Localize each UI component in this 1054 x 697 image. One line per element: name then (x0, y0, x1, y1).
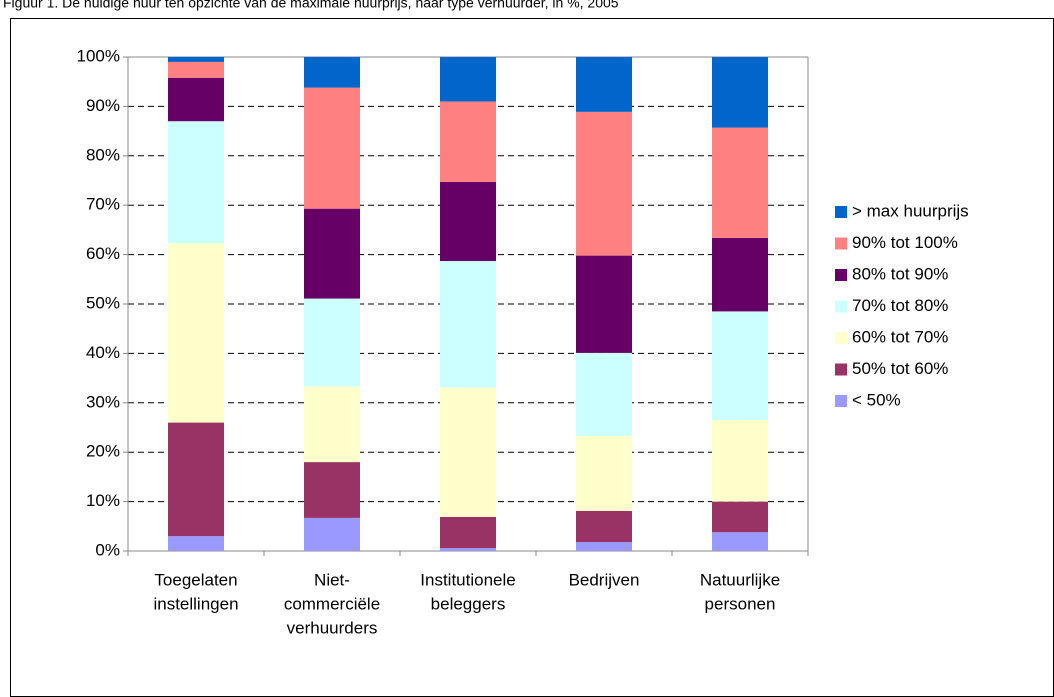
x-tick-label: Niet- (314, 570, 350, 589)
bar-segment (304, 57, 360, 88)
legend-swatch (835, 269, 847, 281)
legend-label: 70% tot 80% (852, 296, 948, 315)
bar-segment (576, 352, 632, 436)
legend-label: 60% tot 70% (852, 327, 948, 346)
bar-segment (440, 516, 496, 549)
bar-segment (440, 261, 496, 388)
y-tick-label: 70% (86, 195, 120, 214)
y-tick-label: 100% (77, 46, 120, 65)
bar-segment (168, 121, 224, 244)
chart-title: Figuur 1. De huidige huur ten opzichte v… (3, 0, 619, 11)
bar-segment (712, 532, 768, 551)
y-tick-label: 60% (86, 244, 120, 263)
bar-segment (440, 387, 496, 517)
y-tick-label: 40% (86, 343, 120, 362)
x-tick-label: Institutionele (420, 570, 515, 589)
bar-segment (440, 181, 496, 262)
bar-segment (168, 57, 224, 62)
bar-segment (576, 510, 632, 543)
bar-segment (712, 311, 768, 421)
bar-segment (712, 127, 768, 238)
bar-segment (168, 61, 224, 78)
legend-swatch (835, 363, 847, 376)
legend-label: 80% tot 90% (852, 264, 948, 283)
bar-segment (576, 111, 632, 256)
y-tick-label: 20% (86, 442, 120, 461)
bar-segment (304, 208, 360, 299)
x-tick-label: Natuurlijke (700, 570, 780, 589)
x-tick-label: personen (705, 594, 776, 613)
bar-segment (440, 548, 496, 551)
bar-segment (712, 57, 768, 128)
x-tick-label: Bedrijven (569, 570, 640, 589)
bar-segment (712, 420, 768, 502)
bar-segment (168, 77, 224, 122)
bar-segment (440, 57, 496, 102)
bar-segment (168, 422, 224, 537)
y-tick-label: 90% (86, 96, 120, 115)
bar-segment (576, 435, 632, 511)
y-tick-label: 30% (86, 392, 120, 411)
bar-segment (304, 298, 360, 387)
bar-segment (168, 536, 224, 551)
legend-swatch (835, 300, 847, 313)
bar-segment (576, 255, 632, 353)
y-tick-label: 50% (86, 293, 120, 312)
legend-label: 90% tot 100% (852, 233, 958, 252)
legend-swatch (835, 237, 847, 250)
legend-swatch (835, 332, 847, 344)
bar-segment (304, 462, 360, 518)
bar-segment (576, 542, 632, 551)
bar-segment (712, 237, 768, 312)
legend-label: > max huurprijs (852, 201, 969, 220)
bar-segment (576, 57, 632, 112)
y-tick-label: 0% (95, 540, 120, 559)
y-tick-label: 10% (86, 491, 120, 510)
x-tick-label: Toegelaten (154, 570, 237, 589)
y-tick-label: 80% (86, 145, 120, 164)
x-tick-label: commerciële (284, 594, 380, 613)
x-tick-label: instellingen (153, 594, 238, 613)
legend-swatch (835, 206, 847, 218)
bar-segment (304, 386, 360, 463)
bar-segment (168, 243, 224, 423)
legend-swatch (835, 395, 847, 407)
legend-label: 50% tot 60% (852, 359, 948, 378)
bar-segment (304, 517, 360, 551)
bar-segment (440, 101, 496, 182)
legend-label: < 50% (852, 390, 901, 409)
x-tick-label: beleggers (431, 594, 506, 613)
bar-segment (712, 501, 768, 533)
x-tick-label: verhuurders (287, 618, 378, 637)
bar-segment (304, 87, 360, 209)
